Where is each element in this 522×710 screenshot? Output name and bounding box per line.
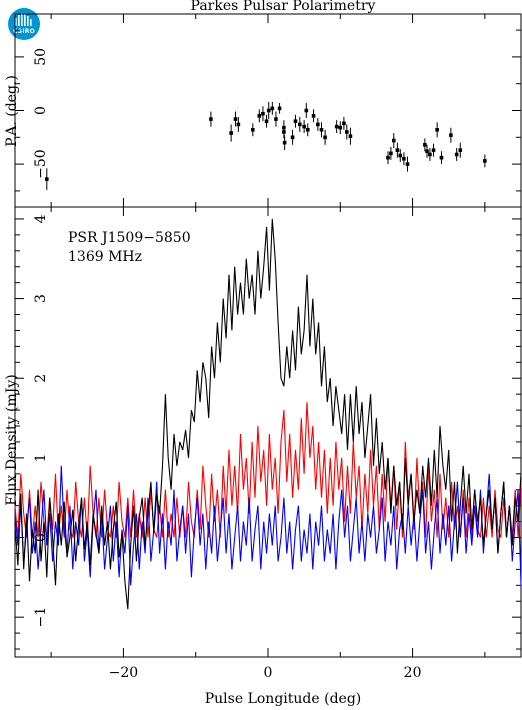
pa-point <box>402 156 406 161</box>
flux-series-line <box>14 402 522 538</box>
pa-point <box>311 114 316 118</box>
flux-y-ticks: −1 0 1 2 3 4 <box>15 214 521 650</box>
pa-point <box>458 148 463 152</box>
pa-point <box>428 152 432 157</box>
pa-point <box>209 117 213 121</box>
csiro-logo: CSIRO <box>7 7 41 41</box>
pa-point <box>251 128 255 132</box>
pa-point <box>423 143 427 147</box>
flux-panel-frame <box>14 206 522 658</box>
pa-point <box>348 134 353 139</box>
pa-point <box>391 138 396 143</box>
pa-point <box>298 122 302 127</box>
pa-point <box>449 133 453 137</box>
flux-y-tick-label: 2 <box>33 374 49 383</box>
pa-point <box>425 149 429 154</box>
pa-x-ticks <box>50 14 486 207</box>
pa-point <box>395 148 400 152</box>
frequency-label: 1369 MHz <box>68 249 142 265</box>
flux-panel: −1 0 1 2 3 4 −20 0 20 Flux Density (mJy) PSR J1… <box>4 206 522 681</box>
pa-y-axis-label: P.A. (deg.) <box>4 75 20 147</box>
pa-panel: −50 0 50 P.A. (deg.) <box>4 13 522 208</box>
pa-point <box>431 148 436 152</box>
pa-point <box>405 162 410 166</box>
flux-y-tick-label: 4 <box>33 214 49 223</box>
flux-series-line <box>14 218 522 610</box>
pa-y-tick-label: 50 <box>33 48 49 66</box>
flux-y-tick-label: −1 <box>33 607 49 628</box>
pa-y-tick-label: 0 <box>33 106 49 115</box>
logo-text: CSIRO <box>13 28 35 35</box>
pa-point <box>483 159 487 163</box>
flux-y-tick-label: 3 <box>33 294 49 303</box>
pa-point <box>45 177 49 181</box>
pa-point <box>274 117 278 121</box>
pa-point <box>439 155 444 160</box>
pa-point <box>316 122 320 127</box>
flux-y-tick-label: 1 <box>33 453 49 462</box>
pa-point <box>305 128 310 132</box>
pa-point <box>229 131 233 135</box>
pa-y-tick-label: −50 <box>33 149 49 179</box>
flux-x-ticks: −20 0 20 <box>50 207 486 681</box>
pa-point <box>290 135 295 140</box>
flux-y-tick-label: 0 <box>33 533 49 542</box>
pa-point <box>435 128 439 132</box>
pa-point <box>386 155 390 160</box>
x-tick-label: 0 <box>264 665 273 681</box>
pa-y-ticks: −50 0 50 <box>15 29 521 192</box>
pa-point <box>236 122 241 127</box>
csiro-logo-icon <box>8 8 40 40</box>
x-tick-label: −20 <box>109 665 139 681</box>
chart-title: Parkes Pulsar Polarimetry <box>191 0 376 14</box>
pa-point <box>293 119 298 124</box>
pa-point <box>454 152 459 157</box>
pa-point <box>270 106 275 111</box>
pa-point <box>233 117 238 121</box>
pa-point <box>302 124 306 129</box>
pa-point <box>344 130 349 134</box>
pa-point <box>266 108 271 113</box>
pa-point <box>282 130 286 134</box>
pa-point <box>389 151 393 156</box>
pa-point <box>264 119 269 124</box>
x-tick-label: 20 <box>404 665 422 681</box>
pa-point <box>398 153 403 158</box>
pa-point <box>319 128 324 132</box>
pa-point <box>304 108 309 113</box>
flux-series <box>14 218 522 610</box>
pa-point <box>257 114 262 118</box>
pa-point <box>323 135 327 140</box>
pa-point <box>277 106 282 111</box>
pa-points <box>45 101 487 190</box>
pa-point <box>338 125 343 130</box>
pa-point <box>334 124 339 129</box>
pa-point <box>261 111 265 116</box>
flux-y-axis-label: Flux Density (mJy) <box>4 374 20 505</box>
x-axis-label: Pulse Longitude (deg) <box>205 691 362 707</box>
pulsar-name-label: PSR J1509−5850 <box>68 230 191 246</box>
pa-point <box>342 121 346 126</box>
pa-point <box>282 140 287 145</box>
